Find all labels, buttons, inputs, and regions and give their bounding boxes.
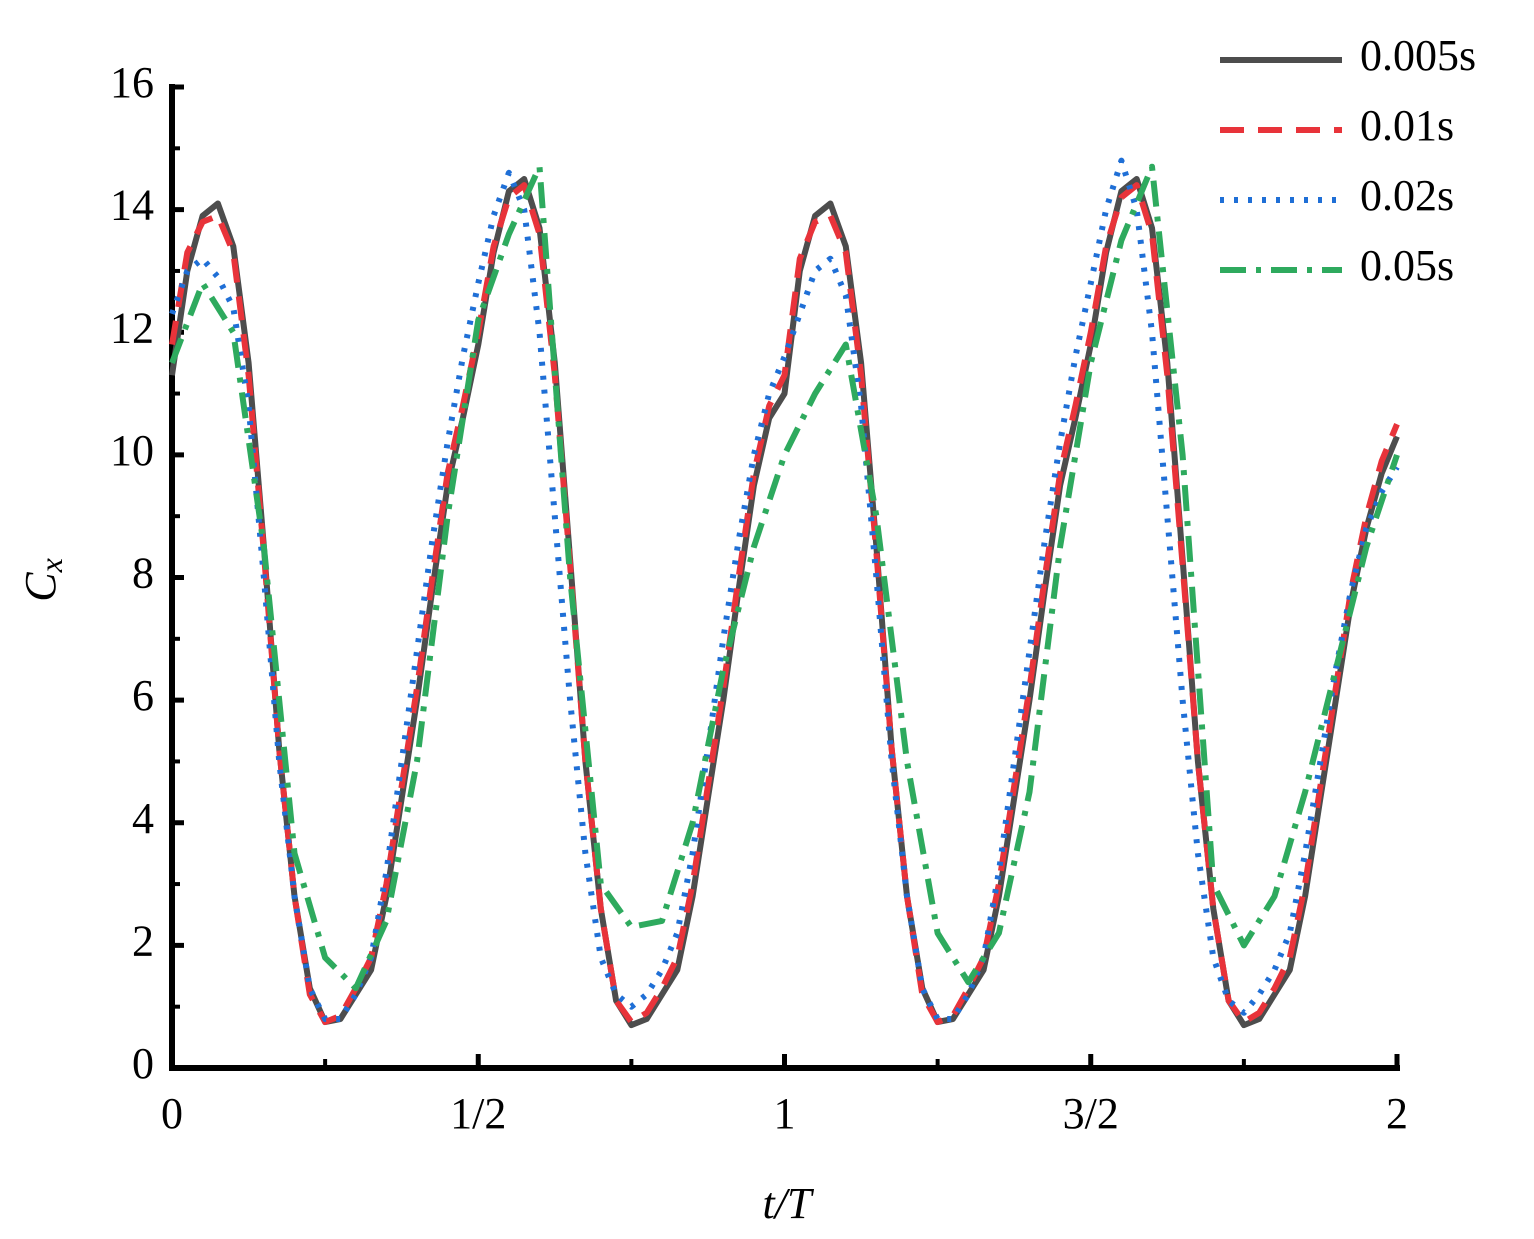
data-line	[169, 182, 1400, 1025]
x-tick-label: 1	[774, 1089, 796, 1138]
x-tick-label: 1/2	[450, 1089, 506, 1138]
y-tick-label: 10	[110, 426, 154, 475]
legend-label: 0.05s	[1360, 241, 1454, 290]
y-axis-title: Cx	[16, 558, 69, 602]
legend-label: 0.005s	[1360, 31, 1476, 80]
y-tick-label: 6	[132, 671, 154, 720]
y-tick-label: 16	[110, 58, 154, 107]
x-tick-label: 2	[1386, 1089, 1408, 1138]
y-tick-label: 14	[110, 181, 154, 230]
y-tick-label: 0	[132, 1039, 154, 1088]
legend-label: 0.02s	[1360, 171, 1454, 220]
y-tick-label: 2	[132, 916, 154, 965]
x-tick-label: 3/2	[1063, 1089, 1119, 1138]
y-tick-label: 8	[132, 549, 154, 598]
x-axis-title: t/T	[763, 1179, 815, 1228]
y-tick-label: 12	[110, 303, 154, 352]
y-tick-label: 4	[132, 794, 154, 843]
x-tick-label: 0	[161, 1089, 183, 1138]
legend-label: 0.01s	[1360, 101, 1454, 150]
data-line	[169, 163, 1400, 992]
